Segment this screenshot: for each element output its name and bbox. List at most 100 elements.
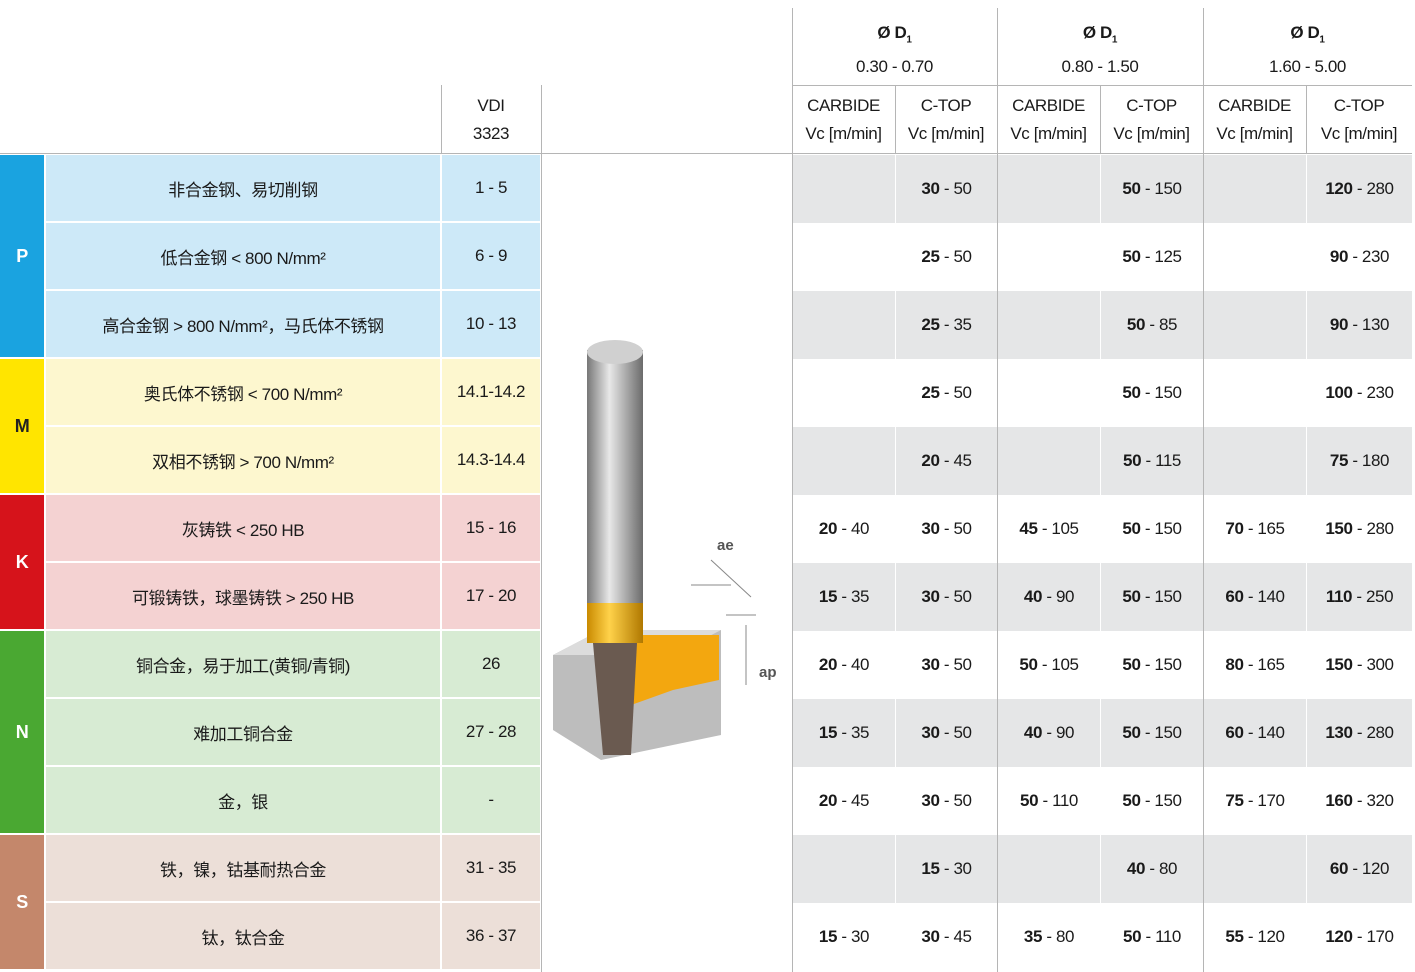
speed-max: 50 — [953, 723, 972, 742]
separator: - — [1140, 655, 1155, 674]
grade: C-TOP — [1126, 95, 1177, 115]
speed-max: 150 — [1154, 791, 1182, 810]
group-header: Ø D1 1.60 - 5.00 — [1203, 15, 1412, 85]
separator: - — [1352, 723, 1367, 742]
speed-max: 130 — [1361, 315, 1390, 334]
diameter-sub: 1 — [1111, 34, 1118, 46]
speed-max: 180 — [1361, 451, 1390, 470]
speed-cell: 50 - 150 — [1101, 563, 1203, 631]
separator: - — [1140, 179, 1155, 198]
separator: - — [1243, 519, 1258, 538]
speed-cell: 120 - 170 — [1307, 903, 1412, 971]
unit: Vc [m/min] — [1113, 123, 1190, 143]
speed-cell — [793, 427, 895, 495]
speed-cell: 130 - 280 — [1307, 699, 1412, 767]
speed-min: 50 — [1019, 655, 1038, 674]
speed-cell: 40 - 90 — [998, 699, 1100, 767]
speed-min: 50 — [1122, 179, 1141, 198]
speed-cell: 50 - 105 — [998, 631, 1100, 699]
speed-min: 110 — [1325, 587, 1353, 606]
speed-cell: 75 - 170 — [1204, 767, 1306, 835]
material: 钛，钛合金 — [46, 903, 440, 969]
speed-min: 15 — [921, 859, 940, 878]
column-header: C-TOP Vc [m/min] — [1306, 86, 1412, 153]
speed-min: 30 — [921, 587, 940, 606]
speed-cell: 30 - 45 — [896, 903, 997, 971]
speed-min: 40 — [1023, 587, 1043, 606]
speed-min: 60 — [1329, 859, 1349, 878]
material: 铁，镍，钴基耐热合金 — [46, 835, 440, 901]
speed-max: 85 — [1158, 315, 1178, 334]
speed-cell — [998, 223, 1100, 291]
separator: - — [939, 179, 954, 198]
material: 奥氏体不锈钢 < 700 N/mm² — [46, 359, 440, 425]
separator: - — [1141, 451, 1156, 470]
speed-max: 50 — [953, 791, 972, 810]
separator: - — [837, 723, 851, 742]
speed-min: 30 — [921, 179, 940, 198]
speed-cell: 50 - 85 — [1101, 291, 1203, 359]
separator: - — [1243, 927, 1258, 946]
column-header: C-TOP Vc [m/min] — [895, 86, 997, 153]
speed-cell: 75 - 180 — [1307, 427, 1412, 495]
separator: - — [1348, 315, 1362, 334]
diameter: Ø D1 — [1083, 20, 1118, 53]
speed-cell: 150 - 280 — [1307, 495, 1412, 563]
vdi: 14.1-14.2 — [442, 359, 540, 425]
speed-min: 100 — [1325, 383, 1353, 402]
speed-min: 120 — [1325, 927, 1353, 946]
separator: - — [1042, 723, 1056, 742]
speed-max: 45 — [953, 451, 972, 470]
separator: - — [939, 587, 954, 606]
separator: - — [1042, 927, 1056, 946]
rule — [997, 86, 998, 153]
tool-illustration: ae ap — [553, 340, 777, 760]
diameter-range: 0.80 - 1.50 — [1061, 56, 1139, 76]
separator: - — [939, 791, 954, 810]
rule — [997, 8, 998, 972]
separator: - — [837, 655, 851, 674]
separator: - — [939, 655, 954, 674]
speed-cell — [998, 359, 1100, 427]
separator: - — [939, 519, 954, 538]
separator: - — [939, 451, 954, 470]
group-letter: S — [0, 835, 44, 969]
vdi: 10 - 13 — [442, 291, 540, 357]
material: 低合金钢 < 800 N/mm² — [46, 223, 440, 289]
speed-cell — [1204, 291, 1306, 359]
speed-max: 50 — [953, 179, 972, 198]
speed-max: 50 — [953, 247, 972, 266]
speed-max: 35 — [850, 587, 870, 606]
rule — [441, 85, 442, 153]
speed-cell: 20 - 45 — [896, 427, 997, 495]
speed-min: 50 — [1122, 655, 1141, 674]
speed-cell: 15 - 35 — [793, 563, 895, 631]
speed-min: 20 — [818, 519, 838, 538]
rule — [1306, 86, 1307, 153]
separator: - — [1037, 519, 1052, 538]
speed-min: 30 — [921, 723, 940, 742]
speed-max: 150 — [1154, 519, 1182, 538]
rule — [1203, 86, 1204, 153]
separator: - — [1145, 315, 1159, 334]
separator: - — [1243, 791, 1258, 810]
vdi: 26 — [442, 631, 540, 697]
speed-min: 40 — [1023, 723, 1043, 742]
vdi: 1 - 5 — [442, 155, 540, 221]
speed-min: 15 — [818, 587, 838, 606]
speed-min: 60 — [1225, 587, 1244, 606]
speed-cell: 50 - 115 — [1101, 427, 1203, 495]
group-letter: K — [0, 495, 44, 629]
material: 金，银 — [46, 767, 440, 833]
speed-min: 50 — [1122, 383, 1141, 402]
speed-min: 50 — [1020, 791, 1039, 810]
speed-min: 50 — [1122, 791, 1141, 810]
speed-min: 30 — [921, 519, 940, 538]
grade: C-TOP — [920, 95, 972, 115]
speed-cell — [1204, 427, 1306, 495]
speed-cell: 60 - 140 — [1204, 699, 1306, 767]
speed-max: 150 — [1154, 655, 1182, 674]
speed-min: 50 — [1123, 451, 1142, 470]
unit: Vc [m/min] — [1320, 123, 1398, 143]
